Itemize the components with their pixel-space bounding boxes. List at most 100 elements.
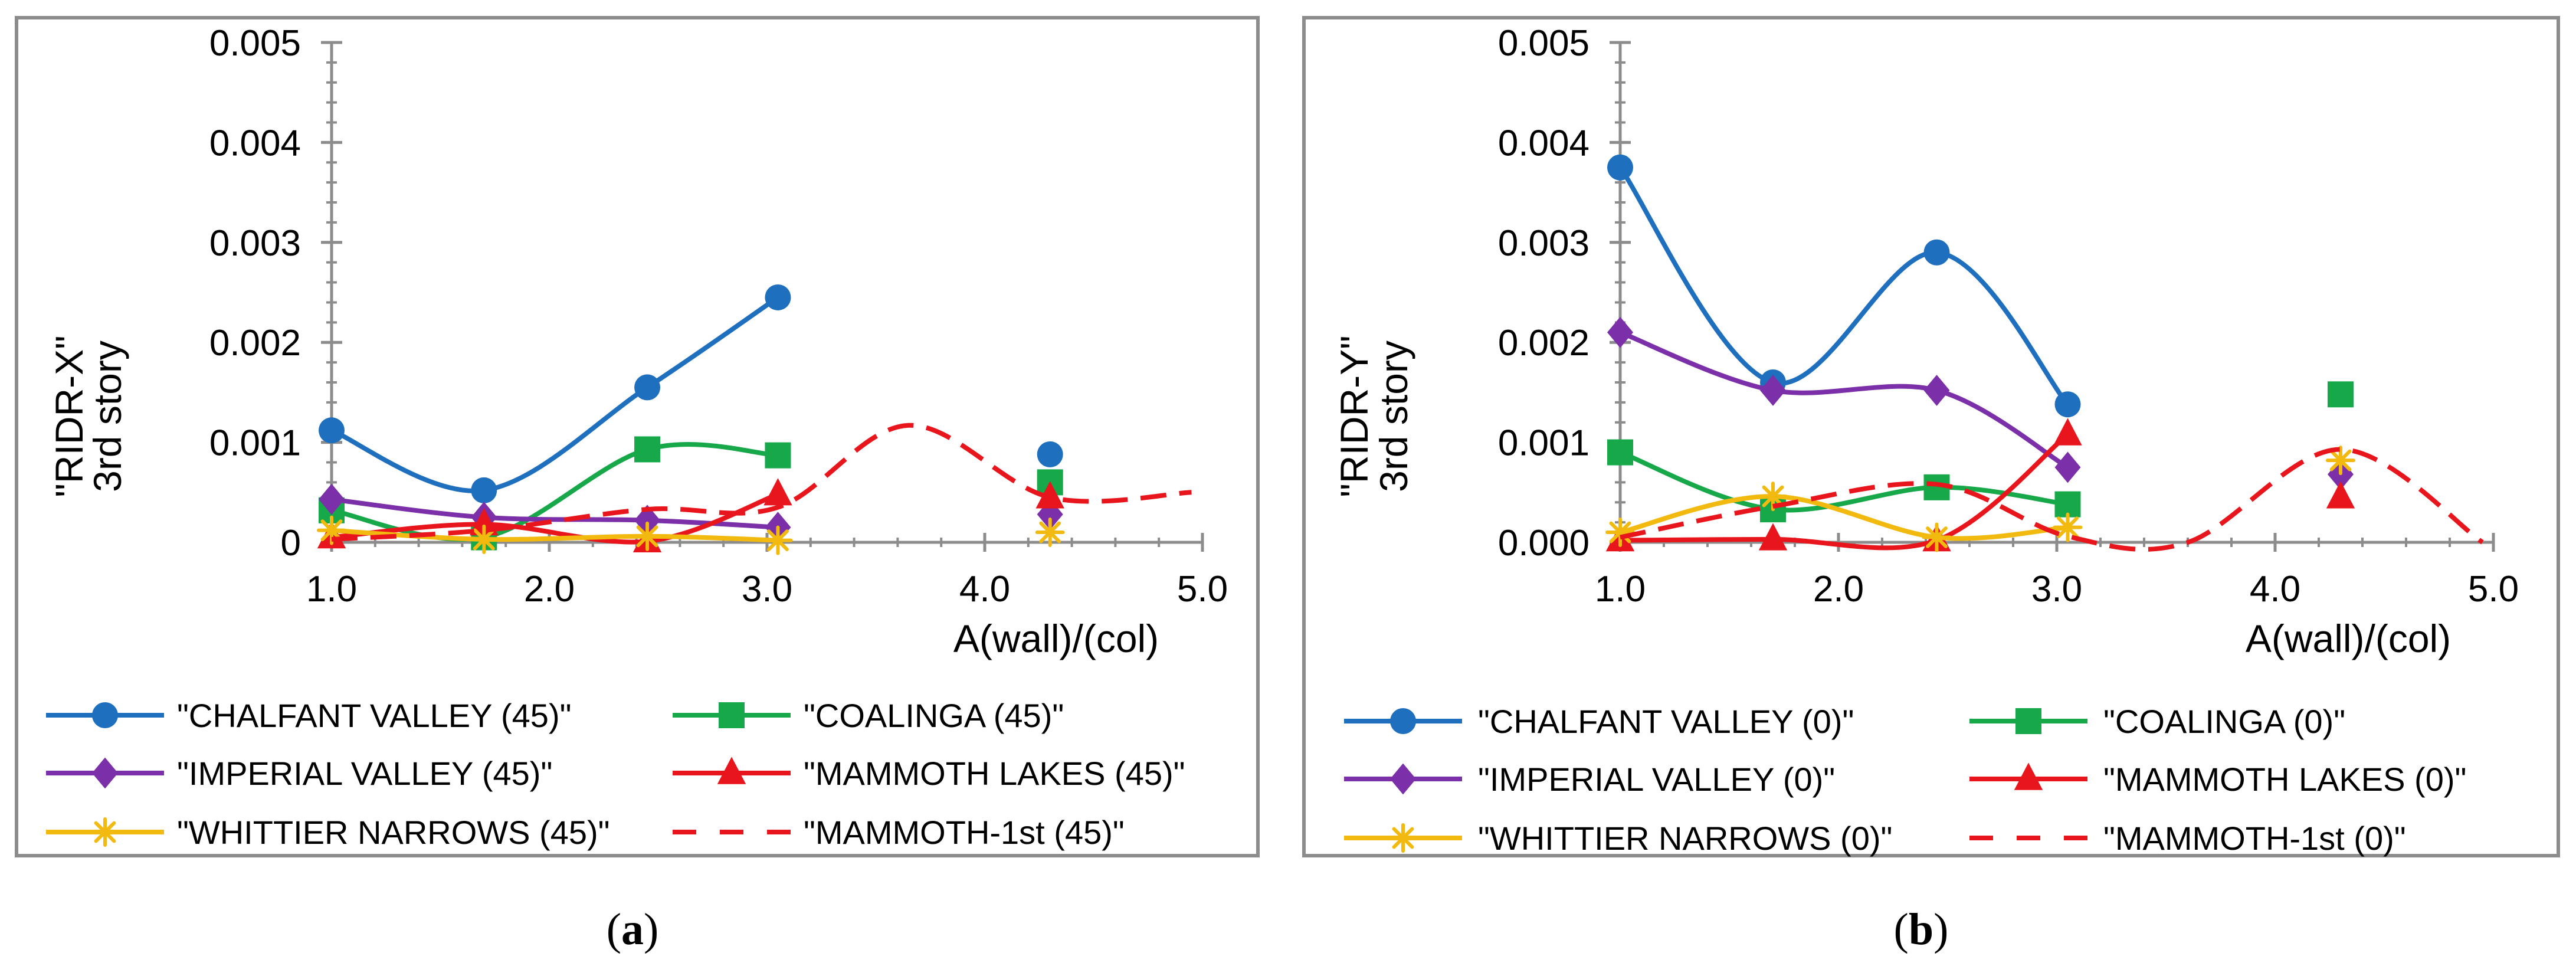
legend-label: "IMPERIAL VALLEY (0)" (1478, 761, 1835, 798)
caption-paren: ( (1894, 905, 1909, 954)
data-point (1607, 439, 1633, 466)
y-tick-label: 0.002 (209, 323, 301, 364)
data-point (1922, 522, 1952, 552)
x-tick-label: 2.0 (1813, 569, 1864, 610)
legend-marker (90, 817, 120, 847)
data-point (319, 483, 345, 515)
y-tick-label: 0.004 (1498, 123, 1589, 163)
legend-label: "MAMMOTH-1st (0)" (2103, 820, 2406, 857)
legend-entry: "IMPERIAL VALLEY (45)" (46, 755, 552, 792)
series-line (1619, 330, 2069, 470)
data-point (1605, 518, 1635, 548)
y-tick-label: 0.005 (209, 23, 301, 64)
data-point (634, 436, 661, 463)
y-tick-label: 0.004 (209, 123, 301, 163)
legend-entry: "IMPERIAL VALLEY (0)" (1344, 761, 1835, 798)
y-axis-label: "RIDR-X" (47, 335, 91, 497)
data-point (1923, 375, 1950, 406)
data-point (469, 524, 499, 554)
data-point (765, 442, 791, 469)
y-tick-label: 0.000 (1498, 523, 1589, 564)
y-axis-label-2: 3rd story (86, 340, 129, 492)
legend-marker (2015, 708, 2041, 734)
legend-entry: "CHALFANT VALLEY (0)" (1344, 703, 1854, 740)
legend-entry: "MAMMOTH LAKES (0)" (1969, 761, 2466, 798)
data-point (1035, 481, 1064, 509)
y-tick-label: 0.003 (1498, 223, 1589, 264)
legend-entry: "CHALFANT VALLEY (45)" (46, 697, 571, 734)
legend-marker (1388, 823, 1418, 853)
x-tick-label: 1.0 (1595, 569, 1646, 610)
x-tick-label: 3.0 (2031, 569, 2082, 610)
y-tick-label: 0.002 (1498, 323, 1589, 364)
x-tick-label: 3.0 (742, 569, 792, 610)
legend-label: "MAMMOTH LAKES (45)" (804, 755, 1185, 792)
data-point (1607, 154, 1633, 181)
data-point (763, 478, 792, 506)
legend-label: "MAMMOTH-1st (45)" (804, 814, 1125, 851)
series-line (331, 492, 779, 545)
y-tick-label: 0.001 (1498, 423, 1589, 464)
legend-label: "WHITTIER NARROWS (45)" (177, 814, 610, 851)
x-axis-label: A(wall)/(col) (953, 617, 1159, 660)
chart-panel-a: 0 0.001 0.002 0.003 0.004 0.005 1.0 2.0 3.0 4.0 5.… (15, 16, 1260, 857)
caption-paren: ) (644, 905, 658, 954)
legend-entry: "COALINGA (45)" (673, 697, 1064, 734)
y-axis-label: "RIDR-Y" (1332, 335, 1376, 497)
x-tick-label: 4.0 (2250, 569, 2300, 610)
data-point (471, 477, 497, 503)
series-line (331, 423, 1192, 542)
data-point (1923, 239, 1950, 266)
data-point (763, 525, 793, 555)
legend-marker (92, 757, 118, 789)
y-tick-label: 0.001 (209, 423, 301, 464)
series-0 (1607, 154, 2081, 418)
x-tick-label: 4.0 (959, 569, 1010, 610)
legend-label: "COALINGA (0)" (2103, 703, 2345, 740)
legend-entry: "WHITTIER NARROWS (45)" (46, 814, 610, 851)
series-line (1620, 494, 2068, 541)
legend-label: "CHALFANT VALLEY (45)" (177, 697, 571, 734)
legend-label: "CHALFANT VALLEY (0)" (1478, 703, 1854, 740)
x-tick-label: 1.0 (306, 569, 357, 610)
data-point (2054, 391, 2081, 418)
data-point (2053, 418, 2082, 446)
legend-entry: "MAMMOTH LAKES (45)" (673, 755, 1185, 792)
panel-frame (15, 16, 1260, 857)
caption-paren: ) (1933, 905, 1948, 954)
legend-entry: "WHITTIER NARROWS (0)" (1344, 820, 1892, 857)
data-point (1035, 518, 1065, 548)
caption-paren: ( (607, 905, 621, 954)
legend-marker (719, 702, 745, 728)
series-2 (1607, 316, 2354, 490)
series-line (330, 295, 779, 493)
data-point (2326, 446, 2355, 476)
x-tick-label: 2.0 (524, 569, 575, 610)
legend-marker (92, 702, 118, 728)
legend-label: "IMPERIAL VALLEY (45)" (177, 755, 552, 792)
legend-entry: "MAMMOTH-1st (0)" (1969, 820, 2406, 857)
legend-label: "MAMMOTH LAKES (0)" (2103, 761, 2466, 798)
legend-label: "WHITTIER NARROWS (0)" (1478, 820, 1892, 857)
legend-marker (2014, 762, 2043, 790)
series-4 (1605, 446, 2355, 552)
series-0 (319, 284, 1063, 503)
series-5 (1620, 447, 2484, 552)
series-line (1618, 166, 2070, 406)
panel-caption: (a) (607, 905, 659, 954)
x-axis-label: A(wall)/(col) (2246, 617, 2451, 660)
y-tick-label: 0 (281, 523, 301, 564)
series-line (1620, 432, 2070, 551)
data-point (2054, 451, 2081, 483)
data-point (319, 417, 345, 444)
legend-entry: "MAMMOTH-1st (45)" (673, 814, 1125, 851)
data-point (765, 284, 791, 310)
data-point (1760, 375, 1786, 406)
x-tick-label: 5.0 (1177, 569, 1228, 610)
data-point (2053, 512, 2083, 542)
data-point (1607, 316, 1633, 348)
caption-letter: b (1909, 905, 1933, 954)
x-tick-label: 5.0 (2468, 569, 2519, 610)
panel-caption: (b) (1894, 905, 1949, 954)
